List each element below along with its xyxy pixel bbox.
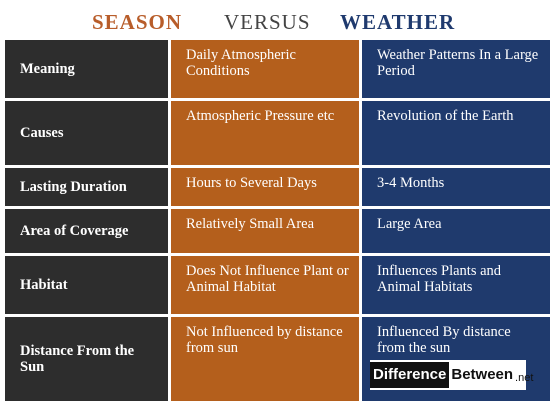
season-area-of-coverage: Relatively Small Area — [171, 209, 359, 253]
weather-lasting-duration: 3-4 Months — [362, 168, 550, 206]
comparison-title: SEASON VERSUS WEATHER — [0, 0, 550, 40]
season-causes: Atmospheric Pressure etc — [171, 101, 359, 165]
season-habitat: Does Not Influence Plant or Animal Habit… — [171, 256, 359, 314]
difference-between-logo: Difference Between .net — [370, 360, 533, 390]
title-versus: VERSUS — [224, 10, 311, 34]
season-lasting-duration: Hours to Several Days — [171, 168, 359, 206]
row-label-distance-from-sun: Distance From the Sun — [5, 317, 168, 401]
logo-part-difference: Difference — [370, 362, 450, 388]
weather-habitat: Influences Plants and Animal Habitats — [362, 256, 550, 314]
weather-meaning: Weather Patterns In a Large Period — [362, 40, 550, 98]
logo-part-between: Between — [451, 366, 514, 383]
logo-part-net: .net — [515, 372, 534, 384]
weather-area-of-coverage: Large Area — [362, 209, 550, 253]
row-label-meaning: Meaning — [5, 40, 168, 98]
title-season: SEASON — [92, 10, 183, 34]
season-distance-from-sun: Not Influenced by distance from sun — [171, 317, 359, 401]
row-label-habitat: Habitat — [5, 256, 168, 314]
row-label-area-of-coverage: Area of Coverage — [5, 209, 168, 253]
row-label-lasting-duration: Lasting Duration — [5, 168, 168, 206]
row-label-causes: Causes — [5, 101, 168, 165]
comparison-table: Meaning Daily Atmospheric Conditions Wea… — [5, 40, 550, 401]
title-weather: WEATHER — [340, 10, 456, 34]
weather-causes: Revolution of the Earth — [362, 101, 550, 165]
season-meaning: Daily Atmospheric Conditions — [171, 40, 359, 98]
